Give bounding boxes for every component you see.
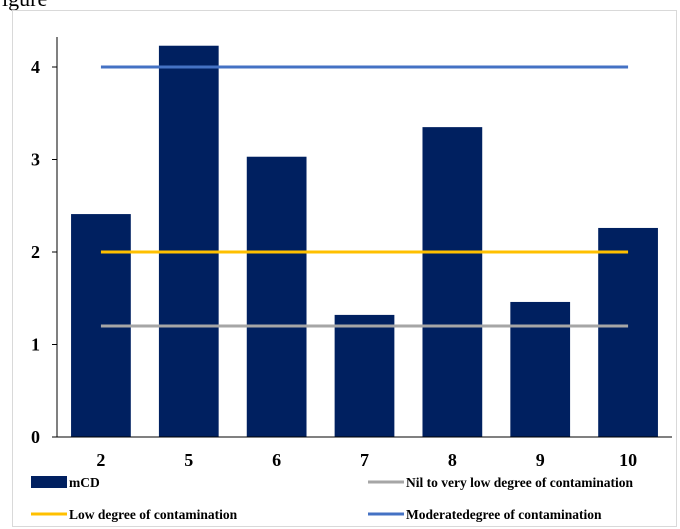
bar-6 — [246, 156, 307, 437]
bar-7 — [334, 314, 395, 437]
y-tick-label-0: 0 — [31, 427, 40, 447]
x-tick-label-7: 7 — [360, 450, 369, 470]
x-tick-label-10: 10 — [619, 450, 637, 470]
bar-10 — [598, 227, 658, 437]
x-tick-label-8: 8 — [448, 450, 457, 470]
x-tick-label-9: 9 — [536, 450, 545, 470]
legend-label-2: Low degree of contamination — [69, 507, 238, 522]
legend-label-0: mCD — [69, 475, 100, 490]
x-tick-label-5: 5 — [184, 450, 193, 470]
bar-9 — [510, 301, 571, 437]
x-tick-label-2: 2 — [96, 450, 105, 470]
y-tick-label-4: 4 — [31, 57, 40, 77]
bars-layer — [71, 45, 658, 437]
legend-swatch-0 — [31, 476, 67, 488]
bar-5 — [158, 45, 219, 437]
figure-caption: igure — [2, 0, 47, 12]
y-tick-label-1: 1 — [31, 335, 40, 355]
reference-lines-layer — [100, 65, 629, 328]
bar-8 — [422, 127, 483, 437]
x-tick-label-6: 6 — [272, 450, 281, 470]
legend-label-3: Moderatedegree of contamination — [406, 507, 602, 522]
legend-label-1: Nil to very low degree of contamination — [406, 475, 633, 490]
axes-layer: 0 1 2 3 4 2 5 6 7 8 9 10 — [31, 37, 672, 470]
y-tick-label-3: 3 — [31, 150, 40, 170]
legend: mCD Nil to very low degree of contaminati… — [31, 475, 633, 522]
y-tick-label-2: 2 — [31, 242, 40, 262]
chart-border — [12, 10, 677, 527]
